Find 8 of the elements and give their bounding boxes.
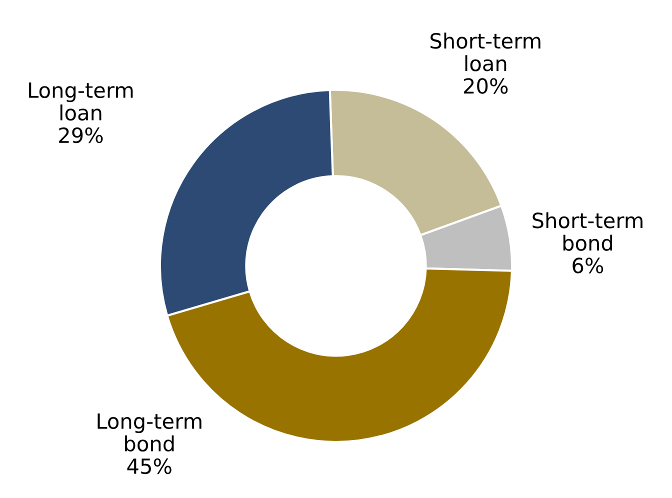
slice-label: Short-term bond bbox=[532, 212, 642, 251]
slice-label: Short-term loan bbox=[430, 32, 540, 72]
data-label: 20% bbox=[464, 78, 508, 94]
data-label: 29% bbox=[59, 127, 103, 144]
data-label: 45% bbox=[127, 458, 172, 474]
data-label: 6% bbox=[572, 258, 604, 274]
slice-label: Long-term loan bbox=[29, 82, 133, 121]
slice-label: Long-term bond bbox=[98, 414, 202, 452]
